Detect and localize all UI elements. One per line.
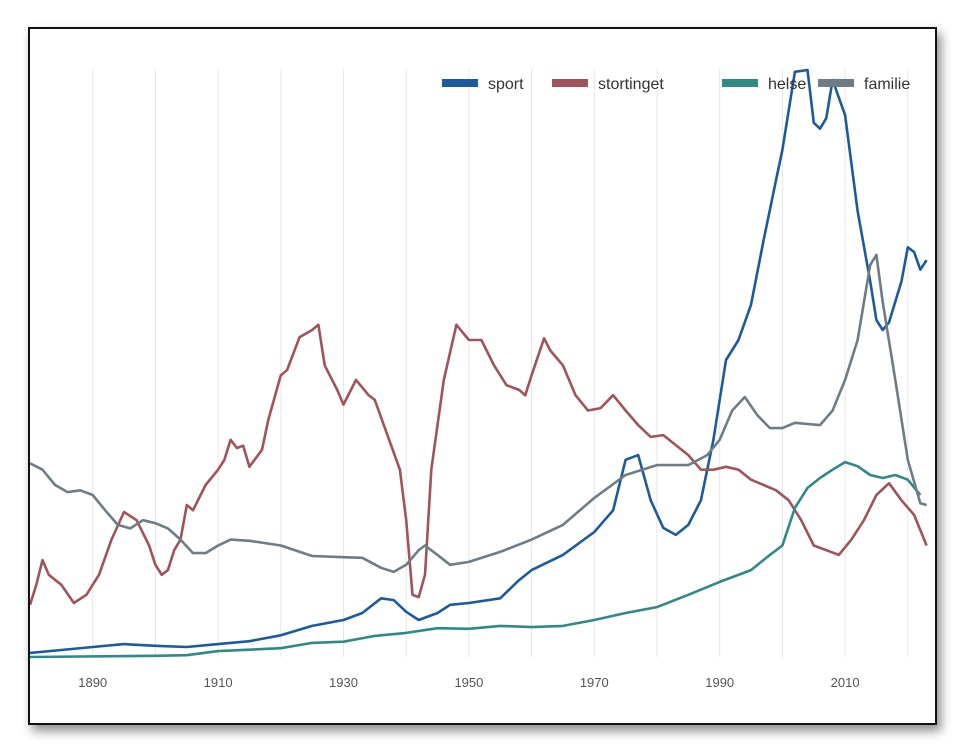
gridlines bbox=[92, 69, 909, 657]
legend-label: familie bbox=[864, 76, 910, 93]
x-tick-label: 1910 bbox=[204, 675, 233, 690]
series-line-sport bbox=[30, 68, 928, 655]
line-chart: 1890 1910 1930 1950 1970 1990 2010 sport storti… bbox=[30, 68, 928, 690]
series-lines bbox=[30, 68, 928, 659]
legend-label: sport bbox=[488, 76, 524, 93]
legend-item-helse[interactable]: helse bbox=[722, 76, 806, 93]
legend-swatch bbox=[722, 79, 758, 87]
series-line-familie bbox=[30, 253, 927, 574]
x-tick-label: 1930 bbox=[329, 675, 358, 690]
x-tick-label: 1990 bbox=[705, 675, 734, 690]
legend-item-sport[interactable]: sport bbox=[442, 76, 524, 93]
legend-label: helse bbox=[768, 76, 806, 93]
x-tick-label: 2010 bbox=[831, 675, 860, 690]
series-line-helse bbox=[30, 460, 922, 659]
legend-swatch bbox=[442, 79, 478, 87]
legend-item-familie[interactable]: familie bbox=[818, 76, 910, 93]
x-axis-ticks: 1890 1910 1930 1950 1970 1990 2010 bbox=[78, 675, 859, 690]
legend-swatch bbox=[818, 79, 854, 87]
legend-swatch bbox=[552, 79, 588, 87]
legend: sport stortinget helse familie bbox=[442, 76, 910, 93]
series-line-stortinget bbox=[30, 323, 928, 606]
chart-frame: 1890 1910 1930 1950 1970 1990 2010 sport storti… bbox=[28, 27, 937, 725]
legend-item-stortinget[interactable]: stortinget bbox=[552, 76, 664, 93]
legend-label: stortinget bbox=[598, 76, 664, 93]
x-tick-label: 1970 bbox=[580, 675, 609, 690]
x-tick-label: 1890 bbox=[78, 675, 107, 690]
x-tick-label: 1950 bbox=[454, 675, 483, 690]
